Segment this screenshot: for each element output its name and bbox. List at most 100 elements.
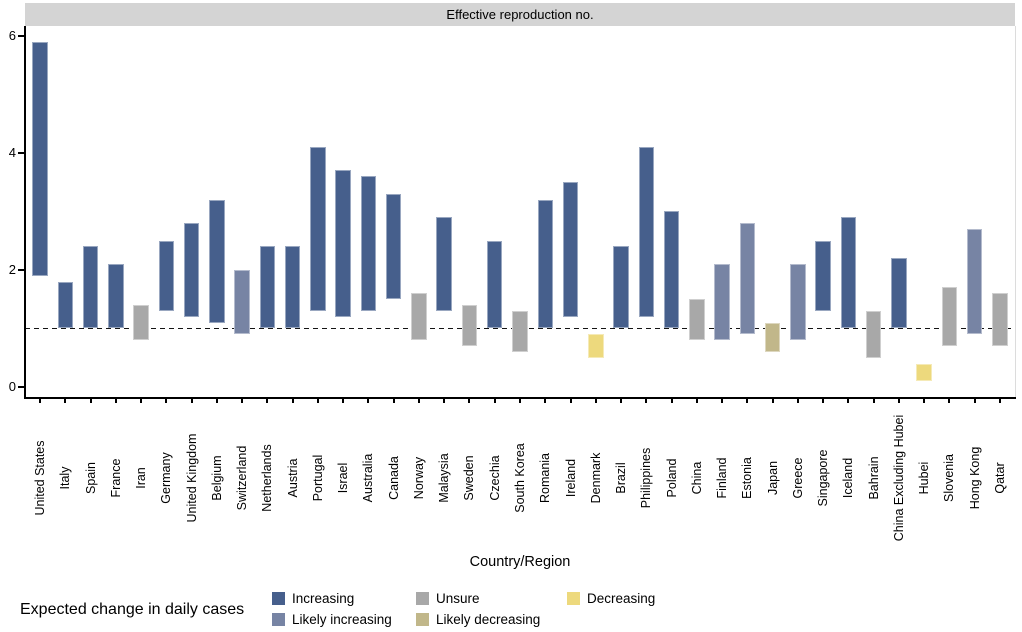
legend-label-decreasing: Decreasing bbox=[587, 591, 656, 606]
bar-ireland bbox=[562, 182, 579, 317]
bar-austria bbox=[284, 246, 301, 329]
x-tick-norway bbox=[417, 399, 420, 403]
bar-hong-kong bbox=[966, 228, 983, 335]
bar-south-korea bbox=[512, 310, 528, 352]
x-label-germany: Germany bbox=[159, 452, 174, 504]
x-label-romania: Romania bbox=[538, 452, 553, 504]
legend-label-unsure: Unsure bbox=[436, 591, 480, 606]
x-label-slovenia: Slovenia bbox=[942, 454, 957, 502]
y-tick-6 bbox=[18, 34, 25, 37]
x-tick-belgium bbox=[215, 399, 218, 403]
x-label-malaysia: Malaysia bbox=[437, 453, 452, 503]
x-label-china-excluding-hubei: China Excluding Hubei bbox=[891, 414, 906, 542]
legend-label-increasing: Increasing bbox=[292, 591, 355, 606]
x-tick-malaysia bbox=[443, 399, 446, 403]
bar-poland bbox=[663, 211, 680, 329]
bar-estonia bbox=[739, 223, 756, 335]
x-tick-sweden bbox=[468, 399, 471, 403]
x-tick-slovenia bbox=[948, 399, 951, 403]
legend-swatch-decreasing bbox=[567, 592, 580, 605]
legend-item-decreasing: Decreasing bbox=[567, 588, 655, 609]
x-tick-switzerland bbox=[241, 399, 244, 403]
panel-right-border bbox=[1015, 26, 1016, 397]
x-tick-spain bbox=[89, 399, 92, 403]
bar-germany bbox=[158, 240, 175, 311]
x-tick-greece bbox=[796, 399, 799, 403]
x-label-ireland: Ireland bbox=[563, 458, 578, 498]
x-tick-japan bbox=[771, 399, 774, 403]
x-axis-title: Country/Region bbox=[469, 554, 571, 570]
bar-china-excluding-hubei bbox=[891, 258, 907, 329]
x-label-greece: Greece bbox=[790, 457, 805, 499]
x-tick-brazil bbox=[620, 399, 623, 403]
x-tick-germany bbox=[165, 399, 168, 403]
x-label-qatar: Qatar bbox=[992, 462, 1007, 494]
bar-philippines bbox=[638, 146, 655, 317]
x-label-italy: Italy bbox=[58, 466, 73, 490]
bar-iceland bbox=[840, 217, 857, 329]
y-tick-2 bbox=[18, 268, 25, 271]
y-tick-label-0: 0 bbox=[8, 379, 16, 394]
bar-czechia bbox=[486, 240, 503, 329]
x-label-china: China bbox=[689, 461, 704, 495]
legend: Increasing Likely increasing Unsure Likely … bbox=[272, 588, 655, 630]
bar-slovenia bbox=[941, 287, 958, 346]
legend-swatch-likely-increasing bbox=[272, 613, 285, 626]
x-tick-czechia bbox=[493, 399, 496, 403]
x-tick-romania bbox=[544, 399, 547, 403]
x-label-hong-kong: Hong Kong bbox=[967, 446, 982, 510]
x-tick-hong-kong bbox=[973, 399, 976, 403]
y-tick-4 bbox=[18, 151, 25, 154]
x-tick-iceland bbox=[847, 399, 850, 403]
bar-netherlands bbox=[259, 246, 276, 329]
bar-sweden bbox=[461, 305, 478, 346]
x-tick-italy bbox=[64, 399, 67, 403]
x-label-netherlands: Netherlands bbox=[260, 444, 275, 512]
bar-united-states bbox=[32, 41, 48, 276]
bar-singapore bbox=[815, 240, 831, 311]
x-tick-ireland bbox=[569, 399, 572, 403]
bar-france bbox=[108, 264, 124, 329]
x-tick-united-states bbox=[39, 399, 41, 403]
bar-greece bbox=[790, 264, 806, 341]
x-tick-singapore bbox=[822, 399, 825, 403]
x-tick-south-korea bbox=[518, 399, 521, 403]
x-label-singapore: Singapore bbox=[816, 449, 831, 507]
bar-qatar bbox=[992, 293, 1008, 346]
x-tick-china bbox=[695, 399, 698, 403]
bar-switzerland bbox=[234, 269, 250, 335]
x-tick-qatar bbox=[998, 399, 1001, 403]
x-tick-denmark bbox=[594, 399, 597, 403]
y-axis-line bbox=[24, 26, 26, 399]
bar-china bbox=[689, 299, 705, 341]
bar-norway bbox=[411, 293, 427, 341]
x-label-hubei: Hubei bbox=[917, 461, 932, 495]
x-tick-hubei bbox=[923, 399, 926, 403]
bar-portugal bbox=[310, 146, 326, 311]
x-tick-china-excluding-hubei bbox=[897, 399, 900, 403]
x-label-norway: Norway bbox=[411, 456, 426, 500]
x-label-sweden: Sweden bbox=[462, 455, 477, 501]
bar-united-kingdom bbox=[183, 223, 200, 317]
legend-item-unsure: Unsure bbox=[416, 588, 567, 609]
x-label-belgium: Belgium bbox=[209, 455, 224, 501]
bar-italy bbox=[57, 281, 73, 329]
x-label-south-korea: South Korea bbox=[512, 443, 527, 513]
x-tick-philippines bbox=[645, 399, 648, 403]
x-label-portugal: Portugal bbox=[310, 454, 325, 502]
x-label-philippines: Philippines bbox=[639, 447, 654, 509]
bar-bahrain bbox=[865, 310, 882, 358]
x-tick-israel bbox=[342, 399, 345, 403]
x-tick-united-kingdom bbox=[190, 399, 193, 403]
x-label-poland: Poland bbox=[664, 458, 679, 498]
bar-hubei bbox=[916, 363, 932, 382]
x-label-brazil: Brazil bbox=[614, 462, 629, 494]
y-tick-label-6: 6 bbox=[8, 27, 16, 43]
bar-canada bbox=[385, 193, 402, 300]
x-label-france: France bbox=[108, 458, 123, 498]
x-tick-iran bbox=[140, 399, 143, 403]
legend-item-likely-increasing: Likely increasing bbox=[272, 609, 416, 630]
y-tick-label-4: 4 bbox=[8, 144, 16, 160]
legend-item-increasing: Increasing bbox=[272, 588, 416, 609]
